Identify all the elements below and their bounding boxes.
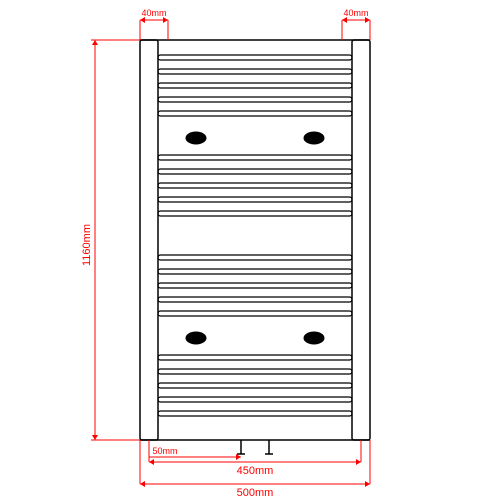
rung: [158, 269, 352, 274]
dimensions: 1160mm 40mm 40mm 50mm 450mm 500mm: [81, 8, 370, 499]
dimension-label: 1160mm: [81, 224, 93, 266]
rung: [158, 297, 352, 302]
rung: [158, 97, 352, 102]
dimension-label: 450mm: [237, 465, 274, 477]
right-column: [352, 40, 370, 440]
rung: [158, 155, 352, 160]
valve-feet: [237, 440, 273, 454]
rung: [158, 383, 352, 388]
dimension-label: 500mm: [237, 487, 274, 499]
rung: [158, 183, 352, 188]
dimension-label: 40mm: [141, 8, 166, 18]
mount-bracket: [186, 332, 206, 344]
radiator-body: [140, 40, 370, 454]
rung: [158, 69, 352, 74]
mount-bracket: [186, 132, 206, 144]
rung: [158, 169, 352, 174]
rung: [158, 197, 352, 202]
rung: [158, 55, 352, 60]
mount-bracket: [304, 132, 324, 144]
rung: [158, 255, 352, 260]
rung: [158, 355, 352, 360]
rung: [158, 283, 352, 288]
rung: [158, 397, 352, 402]
mount-bracket: [304, 332, 324, 344]
rung: [158, 369, 352, 374]
rung: [158, 83, 352, 88]
dimension-label: 50mm: [152, 446, 177, 456]
left-column: [140, 40, 158, 440]
dimension-label: 40mm: [343, 8, 368, 18]
rung: [158, 411, 352, 416]
rung: [158, 111, 352, 116]
rung: [158, 211, 352, 216]
rung: [158, 311, 352, 316]
